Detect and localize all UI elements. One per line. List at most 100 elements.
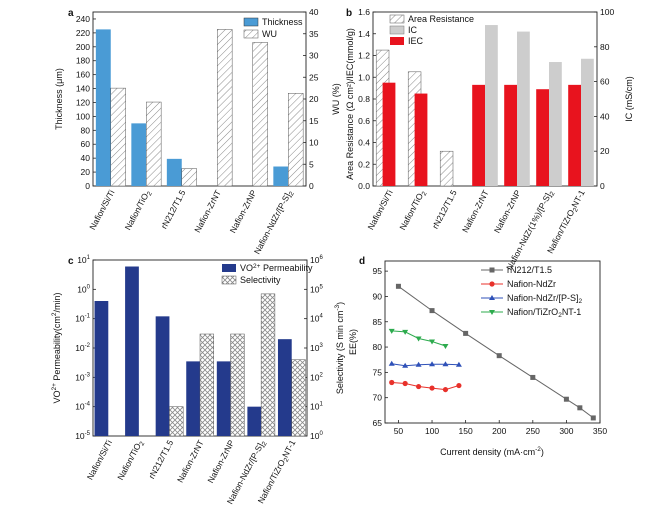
legend-tizro2: Nafion/TiZrO2NT-1 [507,307,581,319]
panel-a-left-tick-label: 220 [76,28,90,38]
panel-a-ylabel-right: WU (%) [331,83,341,115]
point-nafion-ndzr [415,383,422,390]
panel-d-x-tick-label: 300 [559,426,573,436]
bar-iec-nafion-ndzr-1-p-s-2 [536,89,549,186]
panel-a-label: a [68,8,74,19]
panel-b-right-tick-label: 60 [600,77,610,87]
bar-area-resistance-rn212-t1-5 [439,150,454,187]
panel-c-ylabel: VO2+ Permeability(cm2/min) [51,292,62,403]
panel-a-right-tick-label: 35 [309,29,319,39]
legend-swatch-thickness [243,17,259,27]
panel-b-category-nafion-si-ti: Nafion/Si/Ti [365,188,394,231]
panel-b-left-tick-label: 1.4 [358,29,370,39]
legend-permeability: VO2+ Permeability [240,263,313,273]
bar-permeability-nafion-tizro2nt-1 [277,339,292,436]
panel-a-left-tick-label: 60 [81,139,91,149]
bar-selectivity-nafion-zrnt [199,333,215,437]
panel-a-legend: Thickness WU [243,17,303,39]
panel-b-left-tick-label: 1.0 [358,72,370,82]
panel-a-category-nafion-si-ti: Nafion/Si/Ti [87,188,116,231]
panel-b-ylabel-right: IC (mS/cm) [624,76,634,122]
panel-b-category-nafion-zrnt: Nafion-ZrNT [460,188,491,234]
point-rn212-t1-5 [463,330,469,336]
panel-b-left-tick-label: 0.6 [358,116,370,126]
bar-permeability-nafion-zrnt [186,361,200,436]
panel-a-left-tick-label: 180 [76,56,90,66]
bar-permeability-rn212-t1-5 [155,316,170,436]
panel-d-x-tick-label: 350 [593,426,607,436]
panel-a-left-tick-label: 100 [76,111,90,121]
bar-thickness-nafion-ndzr-p-s-2 [273,166,289,186]
point-nafion-tizro2nt-1 [388,328,395,334]
bar-iec-nafion-tizro2nt-1 [568,84,581,186]
point-nafion-ndzr [429,385,435,391]
panel-a: a 0 20 40 60 80 100 120 140 160 180 200 220 240 0 5 10 1… [54,7,341,257]
panel-a-left-tick-label: 80 [81,125,91,135]
legend-swatch-area-resistance [389,14,405,24]
bar-selectivity-rn212-t1-5 [169,406,184,437]
point-nafion-ndzr-p-s-2 [415,361,422,367]
point-rn212-t1-5 [496,353,502,359]
bar-ic-nafion-zrnt [485,25,498,186]
panel-a-right-tick-label: 10 [309,138,319,148]
legend-area-resistance: Area Resistance [408,14,474,24]
bar-ic-nafion-zrnp [517,31,530,187]
panel-c-category-rn212-t1-5: rN212/T1.5 [146,438,175,480]
panel-b-left-tick-label: 1.2 [358,51,370,61]
panel-a-right-tick-label: 15 [309,116,319,126]
point-nafion-ndzr-p-s-2 [388,360,395,366]
legend-marker-ndzr [489,281,495,287]
point-nafion-ndzr [402,380,408,387]
panel-d-y-tick-label: 90 [373,291,383,301]
panel-b-category-nafion-tio2: Nafion/TiO2 [397,188,428,233]
bar-thickness-nafion-tio2 [131,123,147,186]
panel-b-right-tick-label: 40 [600,111,610,121]
panel-a-right-tick-label: 0 [309,181,314,191]
legend-marker-rn212 [489,267,495,273]
point-nafion-tizro2nt-1 [442,344,449,350]
panel-c-left-tick-label: 10-1 [75,314,90,324]
panel-a-ticks: 0 20 40 60 80 100 120 140 160 180 200 220 240 0 5 10 15 2… [76,7,319,191]
panel-c-bars [94,266,306,437]
panel-c-left-tick-label: 10-4 [75,402,90,412]
panel-d-xlabel: Current density (mA·cm-2) [440,446,544,457]
panel-c-categories: Nafion/Si/Ti Nafion/TiO2 rN212/T1.5 Nafion-… [85,438,300,507]
panel-a-left-tick-label: 120 [76,97,90,107]
panel-d-x-tick-label: 200 [492,426,506,436]
panel-b: b 0.0 0.2 0.4 0.6 0.8 1.0 1.2 1.4 1.6 0 20 40 60 80 10… [345,7,634,273]
legend-thickness: Thickness [262,17,303,27]
point-nafion-ndzr [442,386,449,393]
panel-b-category-rn212-t1-5: rN212/T1.5 [430,188,459,230]
panel-c-left-tick-label: 101 [77,255,90,265]
panel-b-label: b [346,8,352,19]
panel-a-category-nafion-zrnp: Nafion-ZrNP [228,188,259,235]
panel-a-left-tick-label: 40 [81,153,91,163]
panel-c-right-tick-label: 102 [310,372,323,382]
point-rn212-t1-5 [395,283,401,289]
panel-c-category-nafion-zrnp: Nafion-ZrNP [205,438,236,485]
point-rn212-t1-5 [530,374,536,380]
panel-a-category-nafion-tio2: Nafion/TiO2 [123,188,154,233]
bar-permeability-nafion-tio2 [125,266,139,436]
panel-b-legend: Area Resistance IC IEC [389,14,474,46]
panel-b-right-tick-label: 80 [600,42,610,52]
legend-swatch-permeability [222,264,236,272]
bar-wu-nafion-zrnp [252,42,268,187]
point-nafion-tizro2nt-1 [402,329,409,335]
panel-b-category-nafion-zrnp: Nafion-ZrNP [492,188,523,235]
panel-d-y-tick-label: 80 [373,342,383,352]
panel-d-y-tick-label: 65 [373,418,383,428]
panel-a-left-tick-label: 240 [76,14,90,24]
legend-selectivity: Selectivity [240,275,281,285]
bar-selectivity-nafion-tizro2nt-1 [291,359,306,437]
bar-thickness-rn212-t1-5 [166,158,182,186]
legend-ndzr-ps: Nafion-NdZr/[P-S]2 [507,293,583,305]
panel-d-lines [388,283,596,421]
bar-wu-nafion-zrnt [217,29,233,187]
panel-b-right-tick-label: 100 [600,7,614,17]
point-nafion-ndzr [389,379,395,386]
point-nafion-tizro2nt-1 [415,336,422,342]
panel-d-x-tick-label: 250 [526,426,540,436]
panel-c-right-tick-label: 103 [310,343,323,353]
bar-iec-nafion-si-ti [382,82,396,186]
